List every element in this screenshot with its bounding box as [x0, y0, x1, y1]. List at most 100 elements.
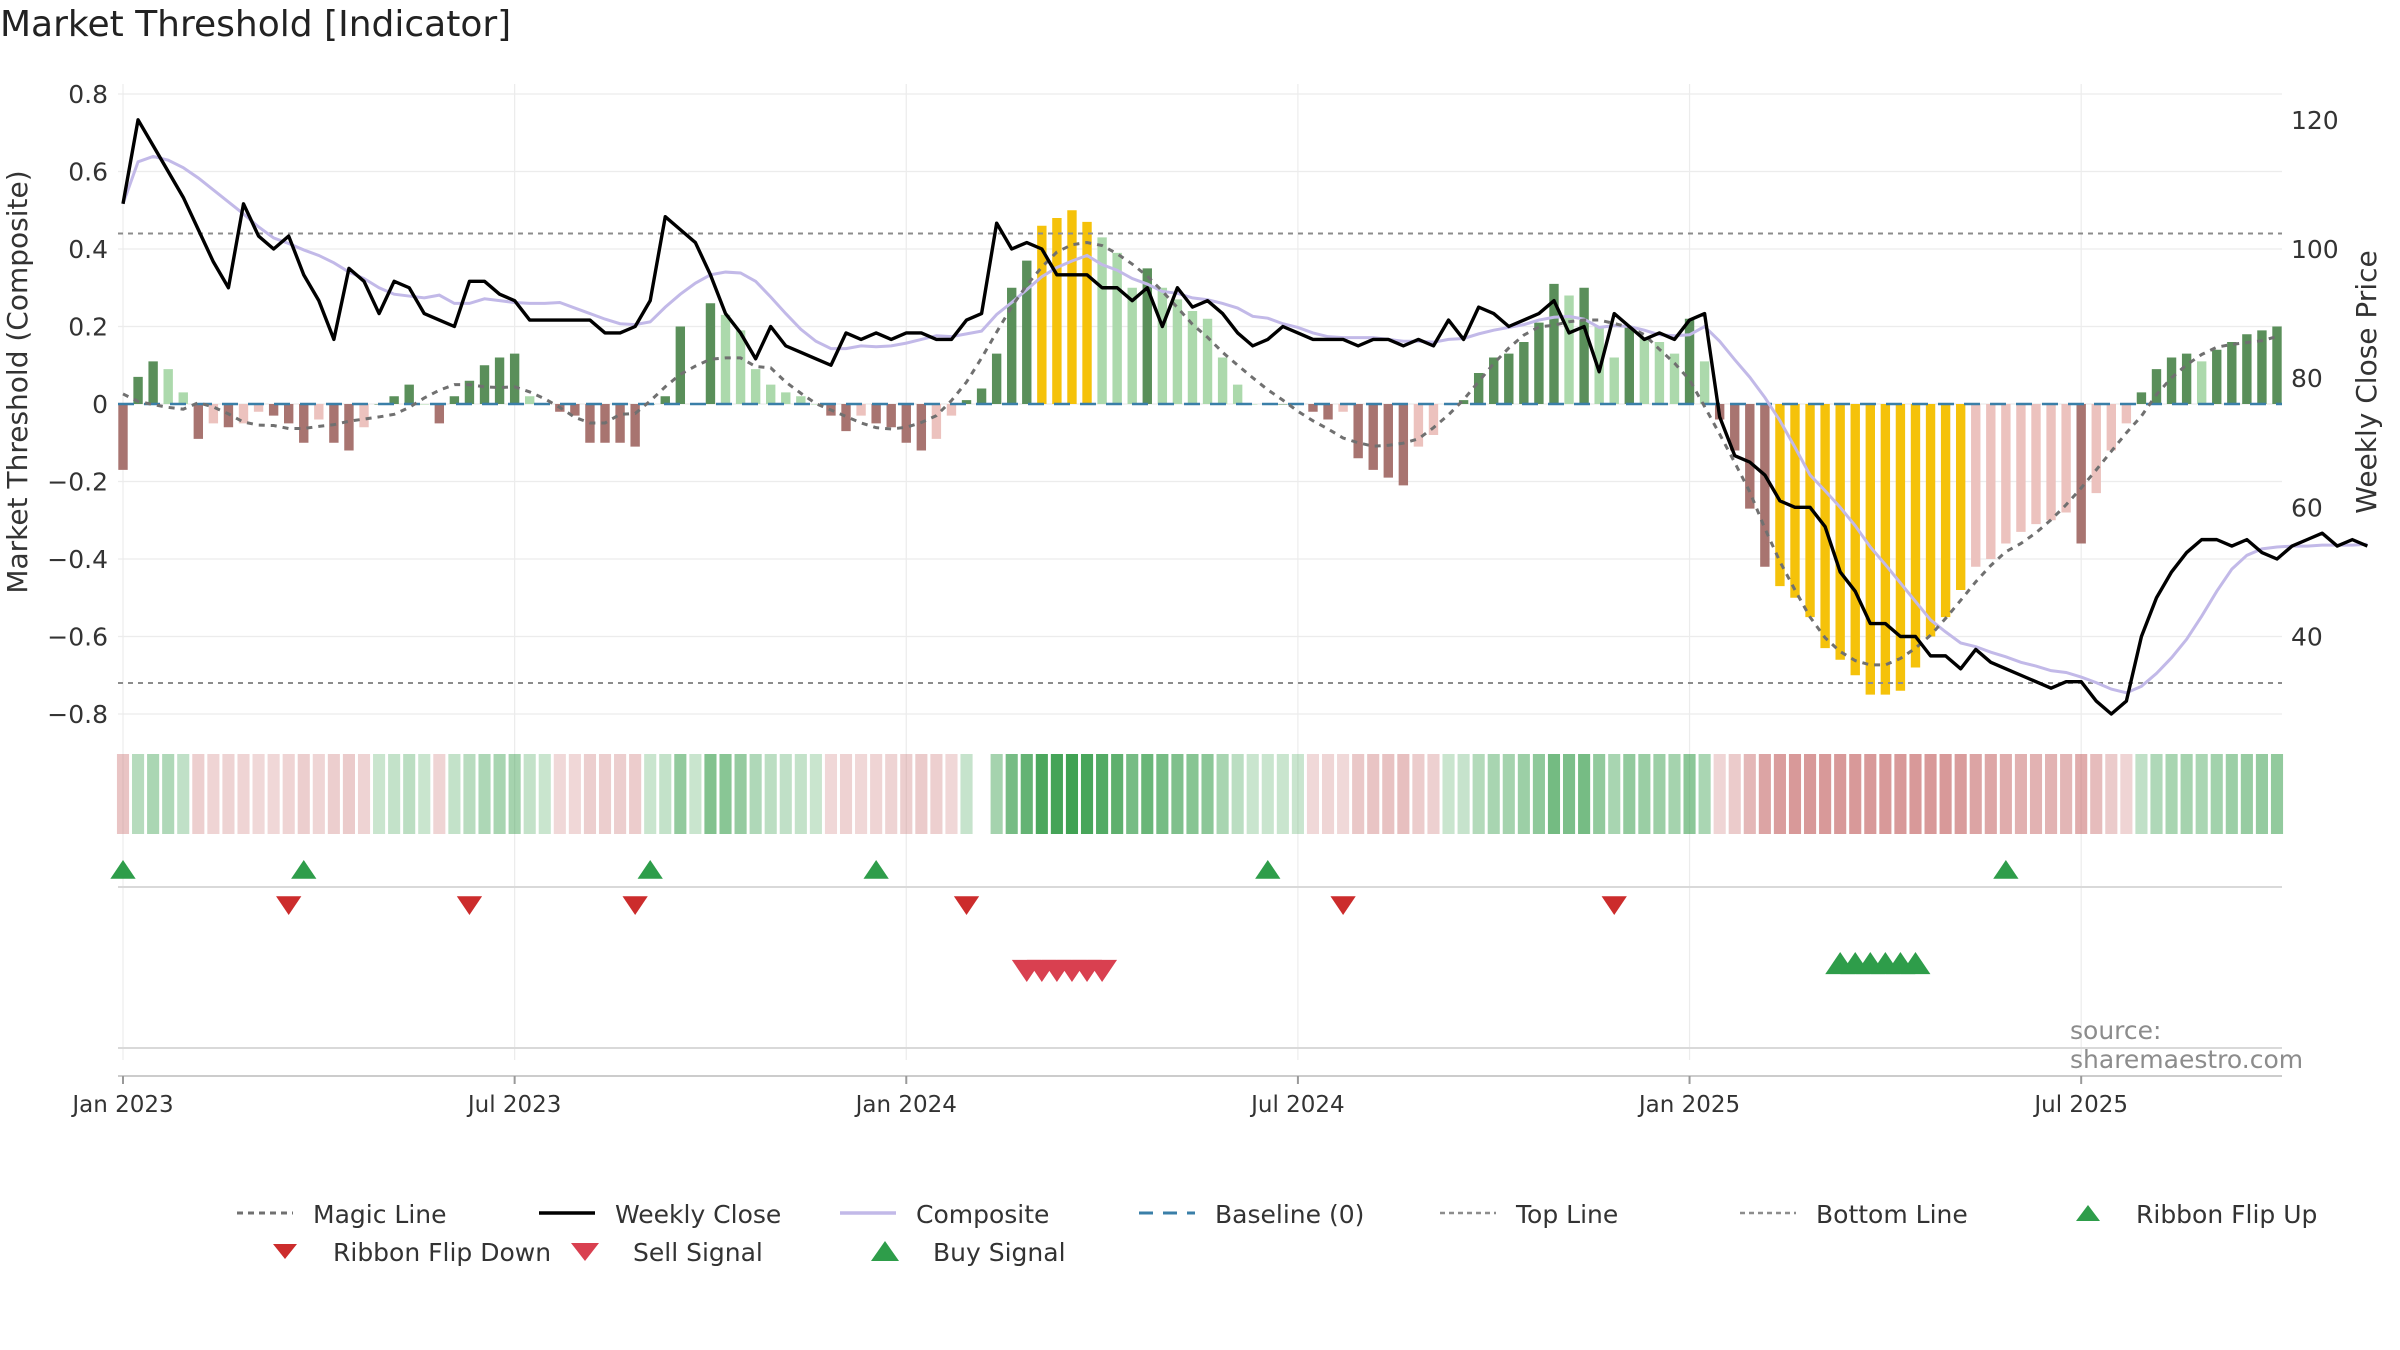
ribbon-flip-down-marker: [1601, 896, 1627, 915]
ribbon-cell: [1547, 754, 1561, 834]
ribbon-cell: [1442, 754, 1455, 834]
composite-bar: [1097, 237, 1107, 404]
legend-label: Baseline (0): [1215, 1199, 1365, 1229]
legend-item-flip_up: Ribbon Flip Up: [2058, 1195, 2317, 1233]
composite-bar: [1925, 404, 1936, 637]
legend-item-magic: Magic Line: [235, 1195, 447, 1233]
ribbon-cell: [1743, 754, 1756, 834]
ribbon-cell: [1472, 754, 1485, 834]
ribbon-cell: [1367, 754, 1380, 834]
series-lines: [121, 118, 2369, 716]
composite-bar: [1067, 210, 1077, 404]
ribbon-cell: [1623, 754, 1636, 834]
legend-swatch-flip_up: [2076, 1205, 2100, 1221]
ribbon-cell: [1156, 754, 1169, 834]
legend-label: Bottom Line: [1816, 1199, 1968, 1229]
ribbon-cell: [478, 754, 491, 834]
ribbon-cell: [1246, 754, 1259, 834]
ribbon-cell: [1171, 754, 1184, 834]
composite-bar: [1007, 287, 1017, 404]
composite-bar: [253, 404, 264, 412]
source-note: source: sharemaestro.com: [2070, 1016, 2304, 1074]
ribbon-cell: [824, 754, 838, 834]
composite-bar: [660, 396, 670, 404]
legend-item-close: Weekly Close: [537, 1195, 781, 1233]
ribbon-flip-up-marker: [863, 860, 889, 879]
ribbon-cell: [900, 754, 913, 834]
composite-bar: [1835, 404, 1845, 660]
composite-bar: [1142, 268, 1152, 404]
ribbon-cell: [463, 754, 476, 834]
ribbon-cell: [162, 754, 175, 834]
composite-bar: [389, 396, 399, 404]
composite-bar: [1669, 353, 1680, 404]
composite-bar: [1654, 342, 1665, 404]
ribbon-cell: [538, 754, 551, 834]
ribbon-cell: [493, 754, 506, 834]
ribbon-cell: [1849, 754, 1862, 834]
x-tick-label: Jan 2024: [854, 1092, 957, 1118]
ribbon-cell: [1201, 754, 1214, 834]
ribbon-cell: [1773, 754, 1786, 834]
legend-swatch-top: [1440, 1211, 1496, 1215]
composite-bar: [314, 404, 324, 420]
x-axis: Jan 2023 Jul 2023 Jan 2024 Jul 2024 Jan 2025…: [70, 1076, 2128, 1118]
ribbon-cell: [659, 754, 672, 834]
ribbon-cell: [1412, 754, 1425, 834]
y-tick-label: −0.6: [47, 623, 108, 652]
composite-bar: [268, 404, 279, 416]
y2-tick-label: 80: [2291, 364, 2323, 393]
sell-signal-marker: [1087, 959, 1118, 982]
composite-bar: [2001, 404, 2011, 544]
ribbon-flip-up-marker: [1255, 860, 1281, 879]
legend-swatch-flip_down: [273, 1244, 297, 1259]
ribbon-cell: [2105, 754, 2118, 834]
ribbon-cell: [1382, 754, 1395, 834]
x-tick-label: Jan 2025: [1637, 1092, 1740, 1118]
composite-bar: [2227, 342, 2237, 404]
composite-bar: [1278, 404, 1288, 405]
x-tick-label: Jan 2023: [70, 1092, 173, 1118]
ribbon-cell: [839, 754, 853, 834]
composite-bar: [1112, 252, 1122, 404]
legend-label: Weekly Close: [615, 1199, 782, 1229]
composite-bar: [675, 326, 686, 404]
ribbon-cell: [2255, 754, 2268, 834]
ribbon-cell: [553, 754, 566, 834]
legend-item-bottom: Bottom Line: [1738, 1195, 1968, 1233]
composite-bar: [750, 369, 761, 404]
ribbon-cell: [2165, 754, 2178, 834]
composite-line: [121, 154, 2368, 695]
ribbon-cell: [357, 754, 371, 834]
ribbon-cell: [734, 754, 747, 834]
composite-bar: [856, 404, 866, 416]
ribbon-cell: [2270, 754, 2284, 834]
ribbon-cell: [2240, 754, 2253, 834]
legend-item-composite: Composite: [838, 1195, 1049, 1233]
composite-bar: [404, 384, 414, 404]
ribbon-cell: [1698, 754, 1711, 834]
ribbon-cell: [1080, 754, 1094, 834]
ribbon-cell: [1291, 754, 1304, 834]
composite-bar: [796, 396, 806, 404]
composite-bar: [2242, 334, 2252, 404]
grid-lines: [118, 84, 2282, 1060]
composite-bar: [720, 314, 731, 404]
ribbon-cell: [1879, 754, 1892, 834]
ribbon-cell: [373, 754, 386, 834]
ribbon-cell: [1487, 754, 1500, 834]
composite-bar: [238, 404, 249, 424]
composite-bar: [1880, 404, 1891, 695]
ribbon-cell: [2135, 754, 2148, 834]
composite-bar: [2061, 404, 2071, 513]
ribbon-cell: [1337, 754, 1350, 834]
ribbon-cell: [2045, 754, 2058, 834]
ribbon-cell: [1683, 754, 1696, 834]
composite-bar: [1353, 404, 1363, 459]
ribbon-cell: [1608, 754, 1621, 834]
legend-swatch-buy: [871, 1241, 899, 1261]
composite-bar: [284, 404, 294, 424]
composite-bar: [2106, 404, 2116, 451]
legend-swatch-magic: [237, 1211, 293, 1215]
y-tick-label: 0.8: [68, 80, 108, 109]
